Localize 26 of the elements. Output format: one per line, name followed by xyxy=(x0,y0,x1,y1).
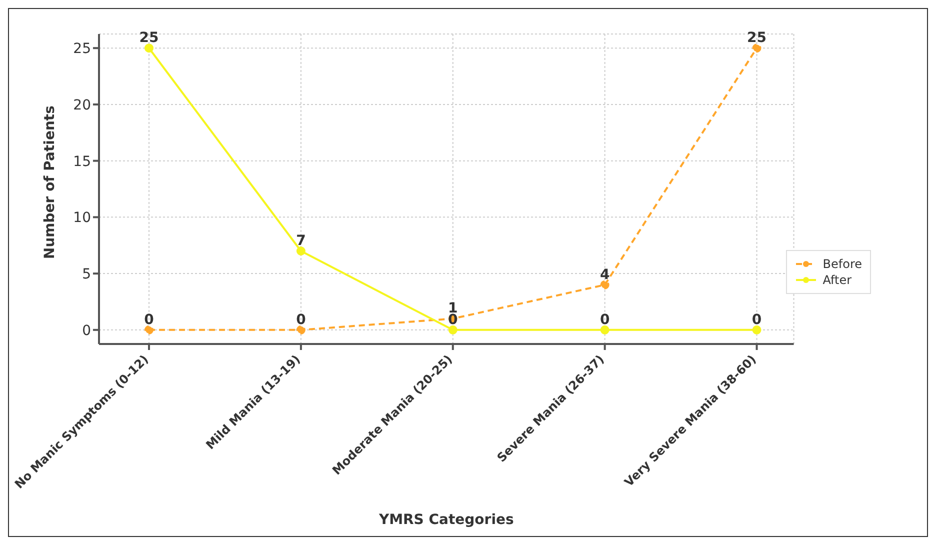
data-label: 25 xyxy=(139,30,159,46)
y-tick-label: 10 xyxy=(73,210,91,226)
data-label: 0 xyxy=(600,312,610,328)
point xyxy=(752,44,762,53)
y-tick-label: 15 xyxy=(73,154,91,170)
y-tick-label: 0 xyxy=(82,322,91,339)
point xyxy=(600,325,610,334)
data-label: 7 xyxy=(296,233,306,249)
y-axis-title: Number of Patients xyxy=(42,106,58,259)
legend-label: Before xyxy=(822,256,862,270)
point xyxy=(144,325,154,334)
y-tick-label: 25 xyxy=(73,41,91,58)
y-tick-label: 5 xyxy=(82,266,91,283)
point xyxy=(296,325,306,334)
point xyxy=(752,325,762,334)
point xyxy=(296,246,306,256)
data-label: 0 xyxy=(752,312,762,328)
point xyxy=(600,280,610,290)
data-label: 25 xyxy=(747,30,767,46)
data-label: 0 xyxy=(144,312,154,328)
data-label: 0 xyxy=(296,312,306,328)
data-label: 4 xyxy=(600,266,610,283)
y-tick-label: 20 xyxy=(73,97,91,114)
legend-label: After xyxy=(822,272,852,286)
x-axis-title: YMRS Categories xyxy=(378,512,514,528)
point xyxy=(144,44,154,53)
